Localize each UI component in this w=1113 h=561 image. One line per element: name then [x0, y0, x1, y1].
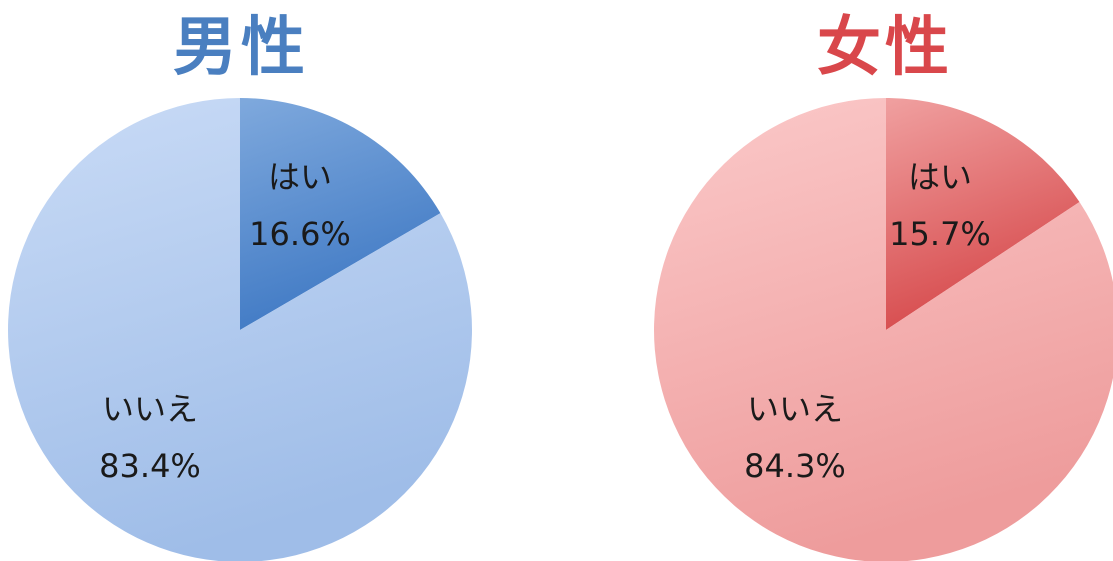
- male-slice-value-no: 83.4%: [99, 447, 201, 485]
- male-slice-label-yes: はい: [268, 158, 332, 196]
- female-slice-label-no: いいえ: [747, 390, 843, 428]
- female-slice-value-no: 84.3%: [744, 447, 846, 485]
- female-slice-label-yes: はい: [908, 158, 972, 196]
- female-pie-slice-no: [654, 98, 1113, 561]
- male-slice-value-yes: 16.6%: [249, 215, 351, 253]
- male-chart-title: 男性: [173, 11, 309, 85]
- male-pie-slice-yes: [240, 98, 441, 330]
- male-slice-label-no: いいえ: [102, 390, 198, 428]
- female-chart-title: 女性: [817, 11, 953, 85]
- female-slice-value-yes: 15.7%: [889, 215, 991, 253]
- female-pie-slice-yes: [886, 98, 1080, 330]
- male-pie-slice-no: [8, 98, 472, 561]
